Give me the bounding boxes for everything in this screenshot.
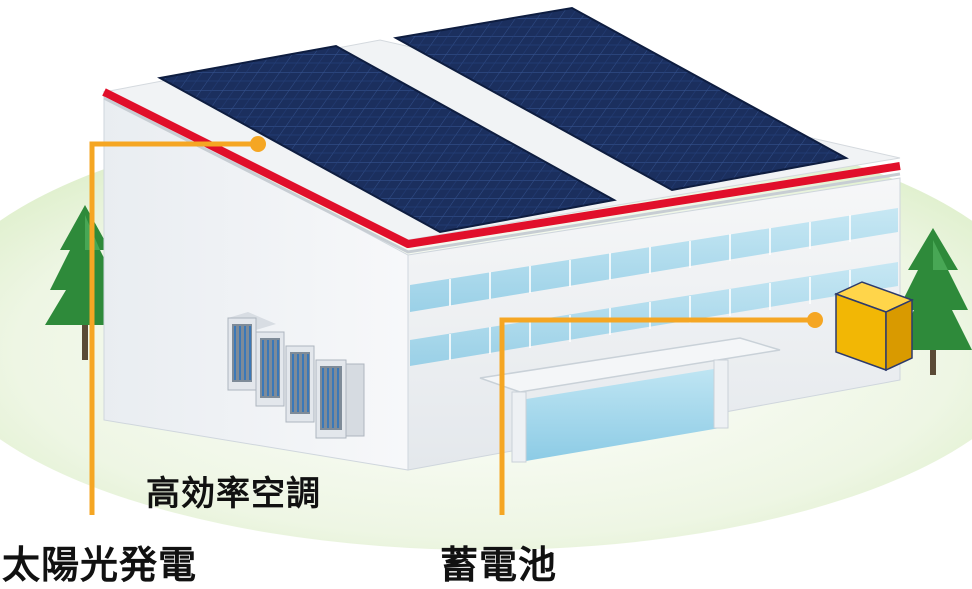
canopy-pillar [713,359,729,429]
roof-edge-shadow [103,96,901,254]
window-band [410,208,898,312]
battery-label: 蓄電池 [440,543,558,587]
battery-icon [834,281,914,372]
air-conditioner-icon [255,331,285,407]
entrance-canopy [479,337,781,393]
window-band [410,262,898,366]
air-conditioner-icon [315,359,365,439]
entrance-glass [520,368,720,462]
solar-panel-icon [157,44,617,234]
hvac-label: 高効率空調 [146,474,321,514]
air-conditioner-icon [285,345,315,423]
tree-icon [894,228,972,375]
solar-callout [89,136,266,515]
battery-callout [499,312,823,515]
solar-label: 太陽光発電 [2,543,198,587]
canopy-pillar [511,391,527,463]
solar-panel-icon [393,6,849,192]
